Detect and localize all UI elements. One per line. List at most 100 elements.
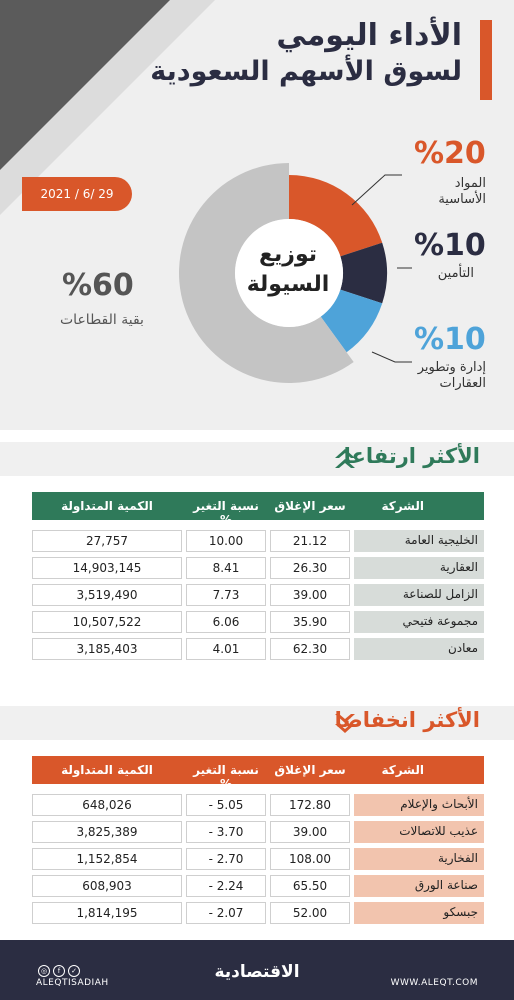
page-subtitle: لسوق الأسهم السعودية [150,56,462,87]
gainers-title: الأكثر ارتفاعا [343,444,480,468]
close-cell: 65.50 [270,875,350,897]
col-company: الشركة [381,763,424,777]
close-cell: 172.80 [270,794,350,816]
change-cell: 7.73 [186,584,266,606]
segment-label-realestate-1: إدارة وتطوير [417,360,486,375]
table-row: 1,152,854- 2.70 108.00 الفخارية [32,848,484,870]
col-volume: الكمية المتداولة [61,499,153,513]
segment-pct-materials: %20 [414,136,486,171]
table-row: 10,507,522 6.06 35.90 مجموعة فتيحي [32,611,484,633]
table-row: 14,903,145 8.41 26.30 العقارية [32,557,484,579]
social-icons: ◎ f ✓ [38,958,83,977]
footer: ◎ f ✓ ALEQTISADIAH الاقتصادية WWW.ALEQT.CO… [0,940,514,1000]
volume-cell: 3,519,490 [32,584,182,606]
company-cell: الفخارية [354,848,484,870]
segment-label-others: بقية القطاعات [60,312,144,328]
gainers-table-header: الكمية المتداولة نسبة التغير % سعر الإغل… [32,492,484,527]
col-volume: الكمية المتداولة [61,763,153,777]
segment-pct-realestate: %10 [414,322,486,357]
volume-cell: 1,152,854 [32,848,182,870]
col-close: سعر الإغلاق [274,763,346,777]
header-panel: الأداء اليومي لسوق الأسهم السعودية 2021 … [0,0,514,430]
losers-title-band [0,706,514,740]
title-accent-bar [480,20,492,100]
losers-table-header: الكمية المتداولة نسبة التغير % سعر الإغل… [32,756,484,791]
volume-cell: 27,757 [32,530,182,552]
volume-cell: 608,903 [32,875,182,897]
company-cell: العقارية [354,557,484,579]
volume-cell: 3,825,389 [32,821,182,843]
donut-center-line2: السيولة [246,272,330,297]
col-change: نسبة التغير % [193,763,259,791]
change-cell: 8.41 [186,557,266,579]
date-badge: 2021 / 6/ 29 [22,177,132,211]
change-cell: 10.00 [186,530,266,552]
close-cell: 52.00 [270,902,350,924]
volume-cell: 14,903,145 [32,557,182,579]
change-cell: 4.01 [186,638,266,660]
donut-center-label: توزيع السيولة [178,240,398,300]
close-cell: 108.00 [270,848,350,870]
col-company: الشركة [381,499,424,513]
table-row: 3,825,389- 3.70 39.00 عذيب للاتصالات [32,821,484,843]
close-cell: 39.00 [270,584,350,606]
volume-cell: 648,026 [32,794,182,816]
change-cell: - 2.70 [186,848,266,870]
instagram-icon[interactable]: ◎ [38,965,50,977]
page-title: الأداء اليومي [276,18,462,53]
close-cell: 35.90 [270,611,350,633]
change-cell: - 2.24 [186,875,266,897]
table-row: 1,814,195- 2.07 52.00 جبسكو [32,902,484,924]
volume-cell: 10,507,522 [32,611,182,633]
donut-svg [178,163,387,383]
segment-label-insurance: التأمين [437,266,474,281]
donut-slice-materials [289,175,383,257]
company-cell: الزامل للصناعة [354,584,484,606]
segment-pct-insurance: %10 [414,228,486,263]
table-row: 27,757 10.00 21.12 الخليجية العامة [32,530,484,552]
segment-label-materials-1: المواد [454,176,486,191]
change-cell: - 5.05 [186,794,266,816]
donut-center-line1: توزيع [258,242,317,267]
close-cell: 21.12 [270,530,350,552]
company-cell: مجموعة فتيحي [354,611,484,633]
segment-label-materials-2: الأساسية [438,192,486,207]
company-cell: جبسكو [354,902,484,924]
corner-decoration-dark [0,0,170,170]
gainers-title-band [0,442,514,476]
close-cell: 39.00 [270,821,350,843]
table-row: 3,185,403 4.01 62.30 معادن [32,638,484,660]
col-close: سعر الإغلاق [274,499,346,513]
footer-logo: الاقتصادية [214,962,300,982]
double-chevron-up-icon [335,449,355,468]
change-cell: - 3.70 [186,821,266,843]
company-cell: صناعة الورق [354,875,484,897]
twitter-icon[interactable]: ✓ [68,965,80,977]
change-cell: - 2.07 [186,902,266,924]
company-cell: عذيب للاتصالات [354,821,484,843]
company-cell: الأبحاث والإعلام [354,794,484,816]
table-row: 648,026- 5.05 172.80 الأبحاث والإعلام [32,794,484,816]
table-row: 3,519,490 7.73 39.00 الزامل للصناعة [32,584,484,606]
close-cell: 26.30 [270,557,350,579]
segment-pct-others: %60 [62,268,134,303]
facebook-icon[interactable]: f [53,965,65,977]
donut-hole [235,219,343,327]
company-cell: معادن [354,638,484,660]
double-chevron-down-icon [335,714,355,733]
liquidity-donut-chart: توزيع السيولة [178,162,400,384]
losers-title: الأكثر انخفاضا [334,708,480,732]
footer-handle[interactable]: ALEQTISADIAH [36,978,109,988]
leader-lines [351,174,412,363]
donut-slice-insurance [340,242,387,304]
table-row: 608,903- 2.24 65.50 صناعة الورق [32,875,484,897]
volume-cell: 3,185,403 [32,638,182,660]
volume-cell: 1,814,195 [32,902,182,924]
donut-slice-others [178,163,354,383]
company-cell: الخليجية العامة [354,530,484,552]
col-change: نسبة التغير % [193,499,259,527]
footer-website[interactable]: WWW.ALEQT.COM [390,978,478,988]
close-cell: 62.30 [270,638,350,660]
segment-label-realestate-2: العقارات [439,376,486,391]
donut-slice-realestate [320,289,383,353]
